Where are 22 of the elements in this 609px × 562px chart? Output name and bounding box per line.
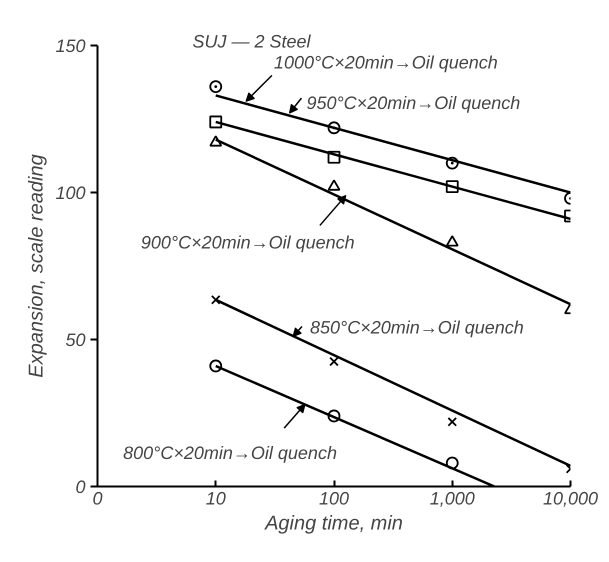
x-tick-label: 100 bbox=[318, 488, 350, 508]
x-tick-label: 10,000 bbox=[542, 488, 598, 508]
x-tick-label: 10 bbox=[206, 488, 226, 508]
y-tick-label: 100 bbox=[55, 183, 86, 203]
chart-title: SUJ — 2 Steel bbox=[192, 32, 312, 52]
point bbox=[446, 235, 459, 247]
y-tick-label: 50 bbox=[65, 330, 86, 350]
annotation: 850°C×20min→Oil quench bbox=[310, 318, 524, 338]
x-axis-title: Aging time, min bbox=[264, 512, 403, 534]
x-tick-label: 1,000 bbox=[430, 488, 475, 508]
annotation: 800°C×20min→Oil quench bbox=[123, 443, 337, 464]
y-axis-title: Expansion, scale reading bbox=[25, 154, 48, 378]
point bbox=[447, 417, 458, 427]
point bbox=[328, 179, 340, 191]
point bbox=[209, 80, 222, 94]
point bbox=[329, 356, 339, 366]
y-tick-label: 150 bbox=[55, 36, 86, 56]
point bbox=[210, 295, 221, 305]
annotation: 900°C×20min→Oil quench bbox=[140, 232, 355, 252]
x-tick-label: 0 bbox=[92, 488, 103, 508]
annotation: 1000°C×20min→Oil quench bbox=[274, 52, 498, 72]
annotation: 950°C×20min→Oil quench bbox=[306, 93, 520, 114]
